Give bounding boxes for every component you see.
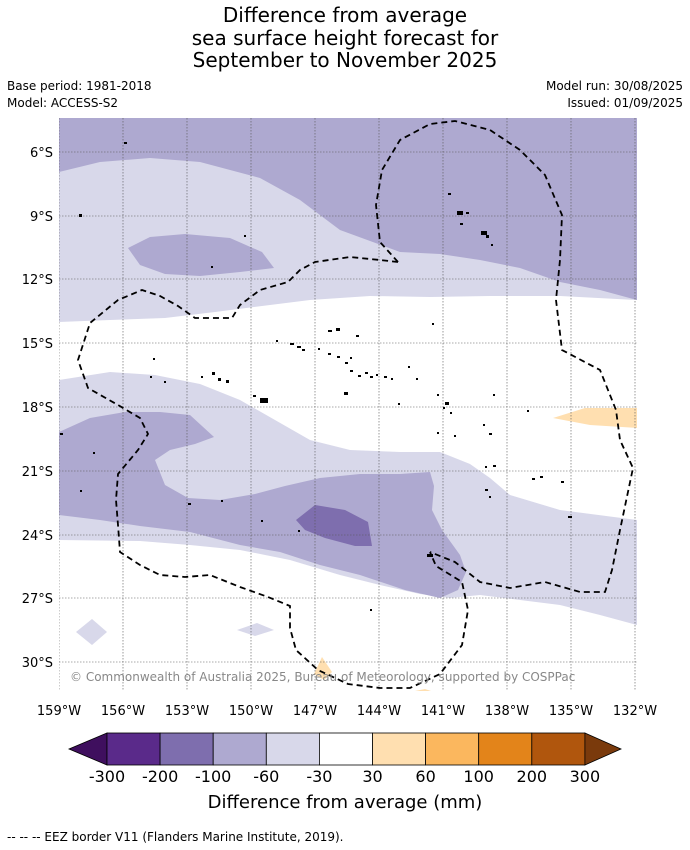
- lat-label: 18°S: [22, 401, 53, 416]
- lat-label: 30°S: [22, 656, 53, 671]
- contour-band-positive: [415, 689, 431, 691]
- lon-label: 144°W: [357, 704, 401, 719]
- lon-label: 141°W: [421, 704, 465, 719]
- title-line-1: Difference from average: [222, 3, 468, 27]
- colorbar-extend-high: [584, 732, 622, 766]
- colorbar-segment: [212, 732, 267, 766]
- lat-label: 24°S: [22, 529, 53, 544]
- model-label: Model: ACCESS-S2: [7, 96, 119, 110]
- colorbar-segment: [425, 732, 480, 766]
- lon-label: 138°W: [485, 704, 529, 719]
- colorbar-tick-label: -30: [306, 767, 332, 786]
- map-plot-area: © Commonwealth of Australia 2025, Bureau…: [59, 118, 637, 691]
- colorbar: -300 -200 -100 -60 -30 30 60 100 200 300: [67, 732, 622, 786]
- issued-label: Issued: 01/09/2025: [567, 96, 683, 110]
- colorbar-segment: [106, 732, 161, 766]
- colorbar-segment: [478, 732, 533, 766]
- colorbar-tick-label: -200: [142, 767, 178, 786]
- contour-band-light: [76, 619, 107, 645]
- contour-band-mid: [59, 412, 466, 598]
- lon-label: 153°W: [165, 704, 209, 719]
- lat-label: 21°S: [22, 465, 53, 480]
- lon-label: 147°W: [293, 704, 337, 719]
- meta-left: Base period: 1981-2018 Model: ACCESS-S2: [7, 78, 152, 112]
- lat-label: 15°S: [22, 337, 53, 352]
- lat-label: 12°S: [22, 273, 53, 288]
- colorbar-tick-label: 200: [517, 767, 548, 786]
- colorbar-segment: [265, 732, 320, 766]
- colorbar-segment: [372, 732, 426, 766]
- latitude-labels: 6°S 9°S 12°S 15°S 18°S 21°S 24°S 27°S 30…: [22, 146, 53, 671]
- contour-band-positive: [314, 657, 332, 680]
- colorbar-tick-label: 300: [570, 767, 601, 786]
- lat-label: 6°S: [30, 146, 53, 161]
- title-line-2: sea surface height forecast for: [191, 25, 499, 50]
- meta-right: Model run: 30/08/2025 Issued: 01/09/2025: [546, 78, 683, 112]
- lon-label: 135°W: [549, 704, 593, 719]
- colorbar-segment: [159, 732, 214, 766]
- colorbar-title: Difference from average (mm): [207, 792, 483, 813]
- chart-title: Difference from average sea surface heig…: [0, 4, 690, 72]
- contour-band-positive: [553, 408, 637, 428]
- lon-label: 132°W: [613, 704, 657, 719]
- contour-band-light: [237, 623, 274, 636]
- colorbar-extend-low: [67, 732, 108, 766]
- lat-label: 9°S: [30, 210, 53, 225]
- colorbar-tick-label: 60: [415, 767, 435, 786]
- eez-border: [77, 120, 634, 689]
- eez-legend-note: -- -- -- EEZ border V11 (Flanders Marine…: [7, 830, 344, 844]
- contour-band-mid: [128, 234, 274, 276]
- lon-label: 150°W: [229, 704, 273, 719]
- title-line-3: September to November 2025: [192, 48, 498, 72]
- longitude-labels: 159°W 156°W 153°W 150°W 147°W 144°W 141°…: [37, 704, 657, 719]
- colorbar-tick-label: -100: [195, 767, 231, 786]
- island-markers: [60, 142, 572, 611]
- lon-label: 159°W: [37, 704, 81, 719]
- copyright-watermark: © Commonwealth of Australia 2025, Bureau…: [70, 670, 575, 684]
- colorbar-tick-label: 100: [463, 767, 494, 786]
- base-period-label: Base period: 1981-2018: [7, 79, 152, 93]
- map-gridlines: [59, 118, 637, 691]
- colorbar-segment: [531, 732, 586, 766]
- contour-band-mid: [59, 118, 637, 300]
- colorbar-tick-label: 30: [362, 767, 382, 786]
- lat-label: 27°S: [22, 592, 53, 607]
- model-run-label: Model run: 30/08/2025: [545, 79, 683, 93]
- lon-label: 156°W: [101, 704, 145, 719]
- colorbar-tick-label: -300: [89, 767, 125, 786]
- colorbar-segment: [318, 732, 373, 766]
- colorbar-tick-label: -60: [253, 767, 279, 786]
